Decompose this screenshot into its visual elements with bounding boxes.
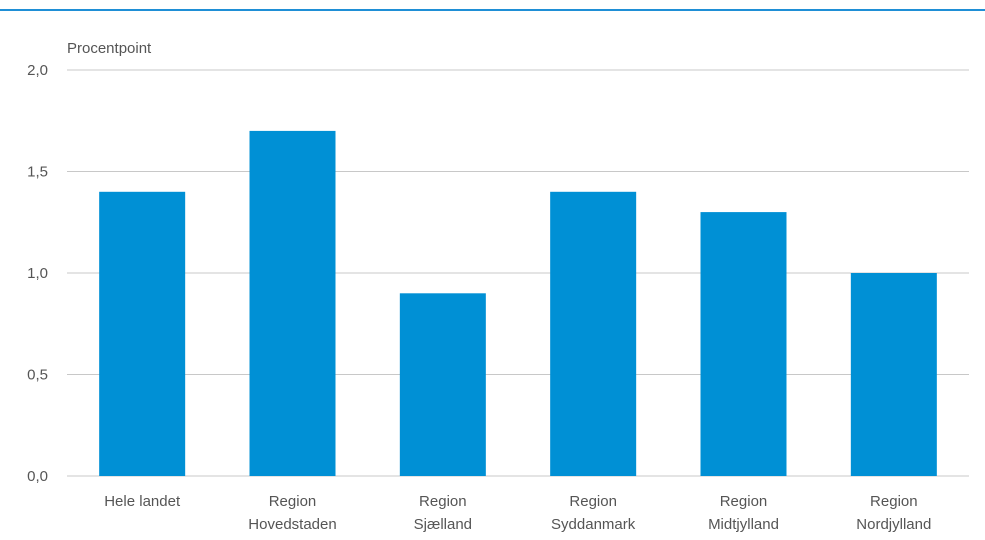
y-axis-ticks: 0,0 0,5 1,0 1,5 2,0	[27, 62, 48, 485]
x-category-label: Region Syddanmark	[551, 493, 636, 533]
x-category-label-line: Nordjylland	[856, 516, 931, 533]
x-category-label-line: Sjælland	[414, 516, 472, 533]
y-tick-label: 1,5	[27, 164, 48, 181]
x-category-label-line: Midtjylland	[708, 516, 779, 533]
x-category-label-line: Region	[419, 493, 467, 510]
bar	[399, 293, 486, 476]
x-category-label: Hele landet	[104, 493, 181, 510]
x-category-label: Region Sjælland	[414, 493, 472, 533]
bar	[99, 191, 186, 477]
x-category-label-line: Syddanmark	[551, 516, 636, 533]
x-category-label-line: Region	[569, 493, 617, 510]
x-category-label: Region Nordjylland	[856, 493, 931, 533]
y-axis-unit-label: Procentpoint	[67, 40, 152, 57]
x-category-label: Region Midtjylland	[708, 493, 779, 533]
x-category-label-line: Region	[269, 493, 317, 510]
x-category-label-line: Hele landet	[104, 493, 181, 510]
bar	[249, 130, 336, 476]
top-rule	[0, 9, 985, 11]
x-axis-labels: Hele landet Region Hovedstaden Region Sjælla…	[104, 493, 931, 533]
x-category-label-line: Region	[720, 493, 768, 510]
bar	[550, 191, 637, 477]
x-category-label-line: Region	[870, 493, 918, 510]
bar	[850, 273, 937, 476]
y-tick-label: 2,0	[27, 62, 48, 79]
x-category-label: Region Hovedstaden	[248, 493, 336, 533]
y-tick-label: 1,0	[27, 265, 48, 282]
bar	[700, 212, 787, 476]
gridlines	[67, 69, 969, 477]
y-tick-label: 0,5	[27, 367, 48, 384]
x-category-label-line: Hovedstaden	[248, 516, 336, 533]
y-tick-label: 0,0	[27, 468, 48, 485]
bars	[99, 130, 937, 477]
